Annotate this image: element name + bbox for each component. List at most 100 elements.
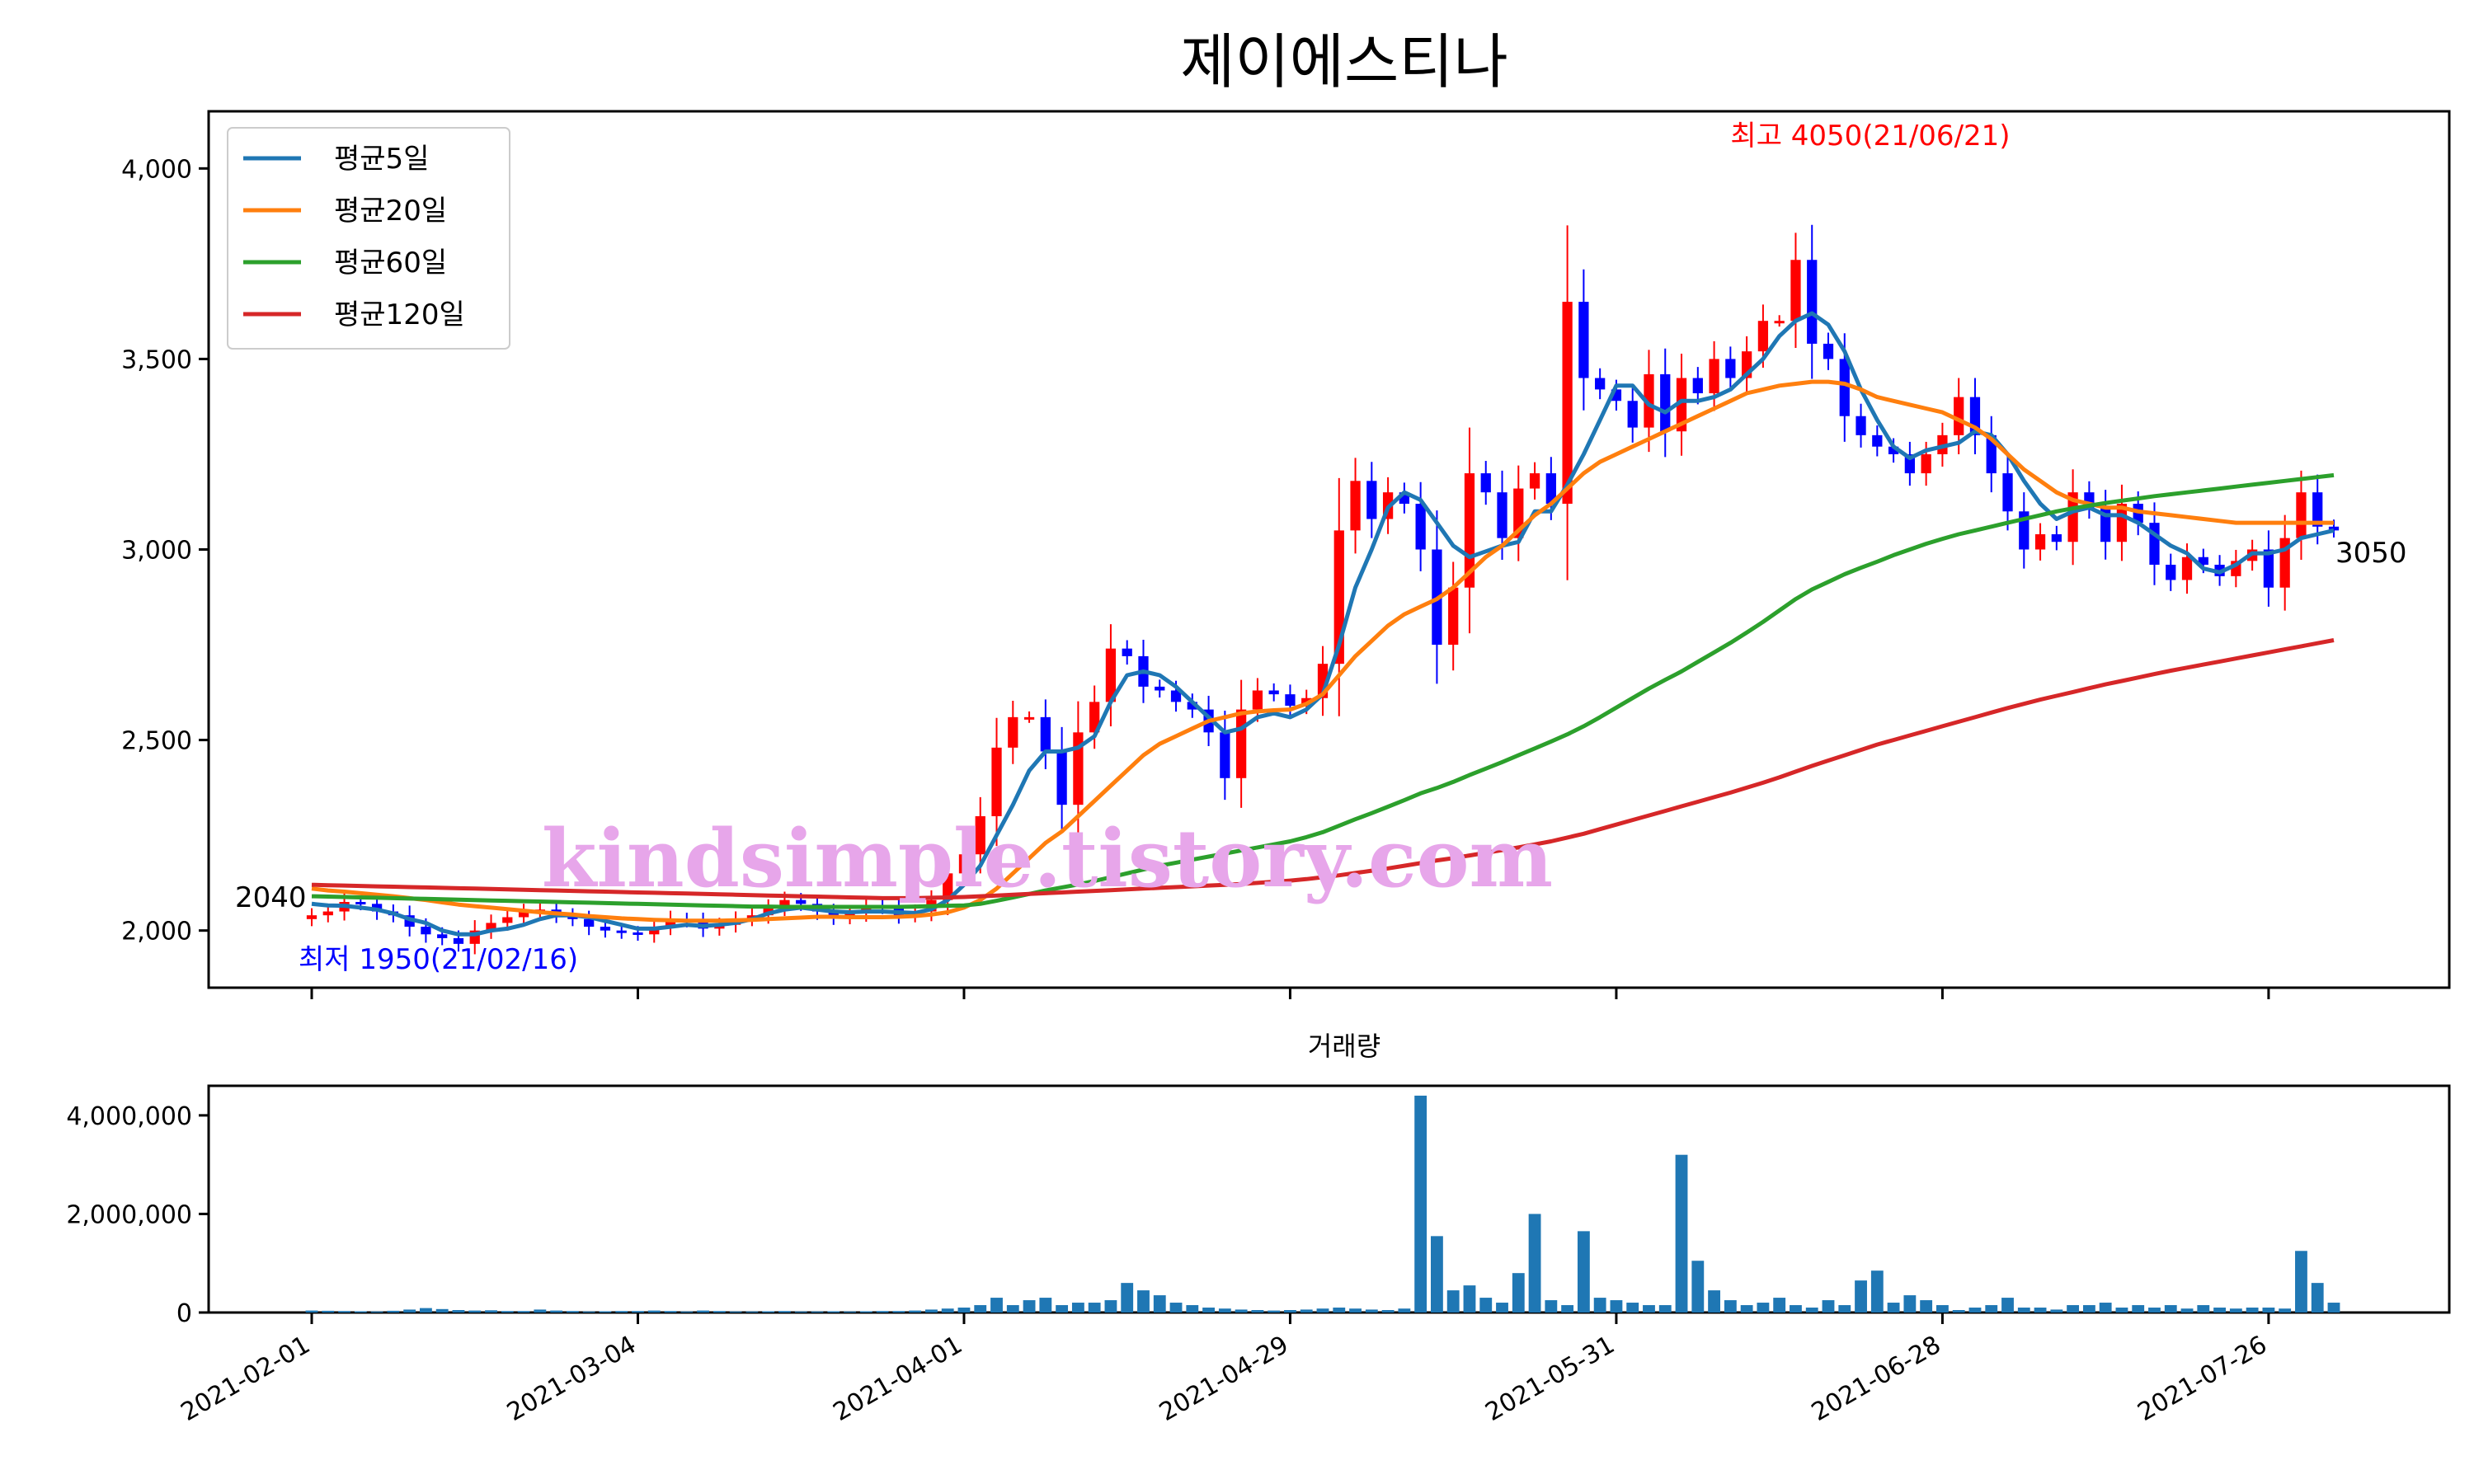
volume-bar [925,1309,938,1313]
volume-bar [1056,1305,1069,1313]
volume-plot-area [305,1095,2340,1313]
candle-body [975,816,985,855]
volume-bar [501,1311,514,1313]
volume-bar [827,1311,840,1313]
candle-body [1155,686,1165,691]
x-tick-label: 2021-02-01 [176,1331,315,1427]
candle-body [518,911,529,918]
candle-body [2312,492,2323,527]
candle-body [1774,321,1785,324]
volume-bar [2197,1305,2210,1313]
volume-bar [2099,1303,2112,1313]
candle-body [1709,359,1719,394]
volume-bar [354,1311,367,1313]
volume-bar [1235,1309,1248,1313]
candle-body [421,927,431,935]
candle-body [1220,732,1230,778]
volume-bar [2050,1309,2063,1313]
volume-bar [1104,1300,1117,1313]
volume-bar [1626,1303,1639,1313]
candle-body [1823,343,1834,359]
volume-bar [1773,1298,1786,1313]
candle-body [1497,492,1507,538]
candle-body [322,911,333,916]
volume-bar [876,1311,889,1313]
volume-title: 거래량 [1308,1031,1380,1062]
candle-body [584,918,595,928]
candle-body [1676,378,1687,432]
volume-bar [1887,1303,1900,1313]
volume-bar [322,1310,335,1313]
volume-bar [1121,1283,1134,1313]
x-tick-label: 2021-06-28 [1807,1331,1945,1427]
max-price-annotation: 최고 4050(21/06/21) [1730,120,2010,153]
first-close-annotation: 2040 [235,881,307,914]
candle-body [1725,359,1736,378]
volume-bar [859,1311,872,1313]
candle-body [1366,481,1377,519]
price-y-tick-label: 4,000 [121,155,192,184]
volume-bar [1724,1300,1737,1313]
candle-body [1008,716,1018,748]
volume-plot-frame [207,1084,2451,1314]
candle-body [1448,587,1459,646]
volume-bar [1952,1310,1965,1313]
candle-body [1105,648,1117,702]
legend: 평균5일 평균20일 평균60일 평균120일 [227,127,510,350]
candle-body [1464,473,1475,588]
candle-body [1040,716,1051,752]
volume-bar [550,1310,563,1313]
volume-bar [403,1309,416,1313]
candle-body [2328,526,2340,531]
volume-bar [1593,1298,1606,1313]
volume-bar [1658,1305,1672,1313]
candle-body [2166,564,2176,580]
volume-bar [1137,1290,1150,1313]
candle-body [958,854,970,874]
legend-label-ma60: 평균60일 [334,247,447,279]
volume-bar [778,1311,791,1313]
candle-body [2263,549,2274,588]
volume-bar [1398,1308,1411,1313]
volume-bar [2213,1308,2226,1313]
volume-bar [1822,1300,1835,1313]
candle-body [1056,751,1067,805]
candle-body [1757,321,1769,352]
candle-body [1235,709,1247,778]
candle-body [355,902,366,905]
price-y-tick-label: 2,000 [121,918,192,946]
volume-bar [517,1311,530,1313]
chart-title: 제이에스티나 [1180,27,1507,96]
price-y-axis: 2,000 2,500 3,000 3,500 4,000 [121,155,209,946]
volume-bar [1561,1305,1574,1313]
volume-bar [1333,1308,1346,1313]
volume-bar [1006,1305,1019,1313]
volume-bar [2262,1308,2275,1313]
volume-bar [1284,1310,1296,1313]
volume-bar [632,1311,644,1313]
candle-body [1023,716,1035,720]
volume-bar [1414,1095,1427,1313]
volume-bar [370,1311,383,1313]
candle-body [828,911,839,918]
volume-bar [305,1310,318,1313]
volume-bar [338,1311,350,1313]
candle-body [1073,732,1084,805]
candle-body [1660,373,1671,432]
volume-bar [615,1311,628,1313]
last-close-annotation: 3050 [2335,537,2407,570]
candle-body [306,915,317,919]
volume-bar [745,1311,759,1313]
candle-body [665,918,676,928]
candle-body [1839,359,1850,416]
volume-bar [1512,1273,1525,1313]
price-y-tick-label: 2,500 [121,727,192,756]
volume-bar [2279,1308,2292,1313]
candle-body [1252,690,1263,710]
volume-bar [664,1311,677,1313]
volume-bar [1153,1295,1166,1313]
candle-body [1480,473,1491,493]
volume-bar [1855,1280,1867,1313]
volume-bar [1528,1214,1541,1313]
candle-body [1529,473,1540,489]
